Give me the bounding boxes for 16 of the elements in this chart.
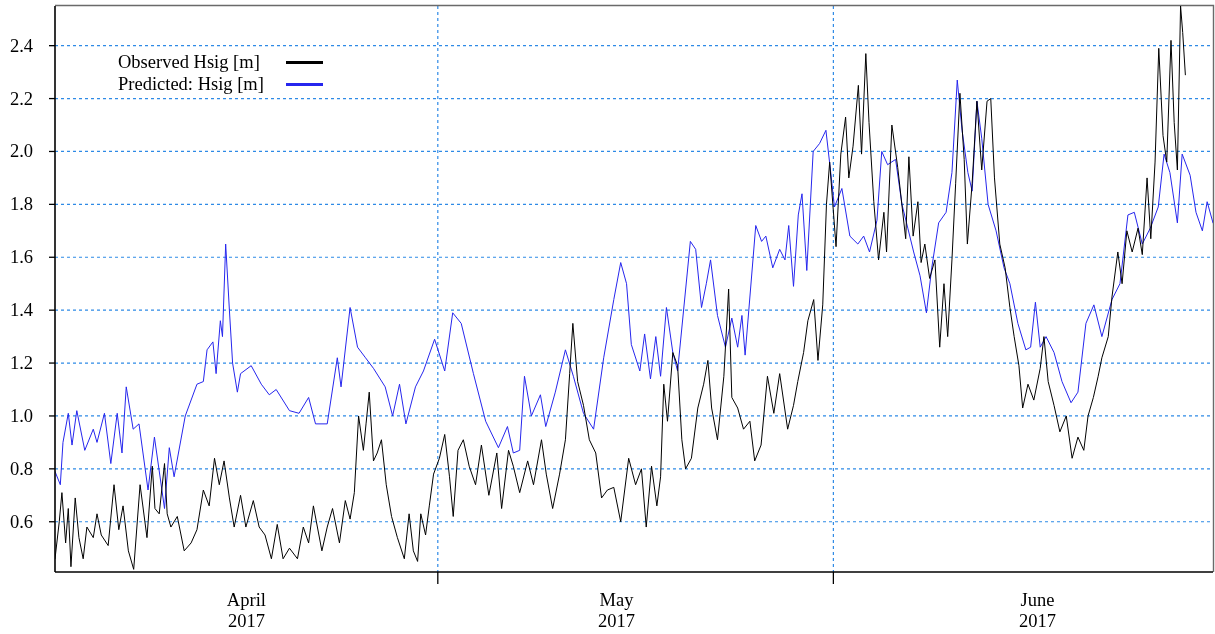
y-tick-label: 0.8 <box>9 458 33 479</box>
y-tick-label: 1.2 <box>9 353 33 374</box>
x-tick-label: April 2017 <box>226 590 266 631</box>
y-tick-label: 0.6 <box>9 511 33 532</box>
line-series <box>55 79 1213 510</box>
x-tick-label: May 2017 <box>597 590 635 631</box>
y-tick-label: 1.0 <box>9 405 33 426</box>
y-tick-label: 2.4 <box>9 35 33 56</box>
y-tick-label: 1.8 <box>9 194 33 215</box>
y-tick-label: 2.2 <box>9 88 33 109</box>
y-tick-label: 1.6 <box>9 247 33 268</box>
y-tick-label: 1.4 <box>9 300 33 321</box>
y-tick-label: 2.0 <box>9 141 33 162</box>
x-tick-label: June 2017 <box>1019 590 1057 631</box>
legend-label: Observed Hsig [m] <box>118 52 261 74</box>
legend-label: Predicted: Hsig [m] <box>118 73 265 96</box>
